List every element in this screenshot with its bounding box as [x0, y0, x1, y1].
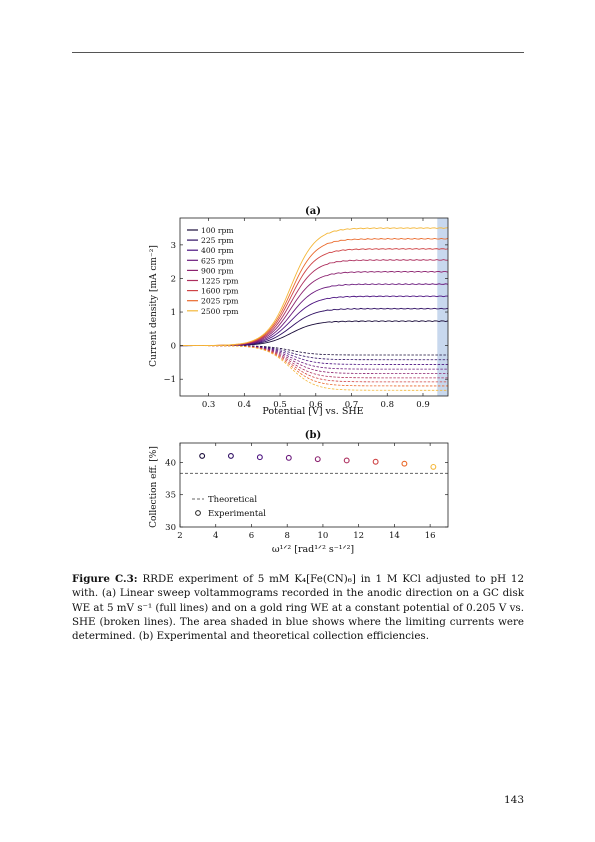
experimental-point — [227, 452, 234, 459]
panel-a-xtick-label: 0.9 — [416, 400, 430, 410]
panel-a-ytick-label: 2 — [171, 274, 176, 284]
experimental-point — [285, 454, 292, 461]
legend-theoretical-label: Theoretical — [208, 495, 257, 505]
ring-curve-100-rpm — [180, 345, 448, 356]
legend-label: 625 rpm — [201, 256, 234, 265]
panel-b-ylabel: Collection eff. [%] — [149, 446, 159, 528]
panel-b-ytick-label: 40 — [165, 458, 176, 468]
experimental-point — [430, 463, 437, 470]
panel-b-xtick-label: 10 — [318, 531, 329, 541]
figure-caption: Figure C.3: RRDE experiment of 5 mM K₄[F… — [72, 572, 524, 643]
panel-b-xtick-label: 14 — [389, 531, 400, 541]
legend-label: 1225 rpm — [201, 277, 238, 286]
legend-label: 400 rpm — [201, 246, 234, 255]
panel-a-xtick-label: 0.4 — [238, 400, 252, 410]
header-rule — [72, 52, 524, 53]
panel-b-xtick-label: 4 — [213, 531, 218, 541]
legend-label: 2500 rpm — [201, 307, 238, 316]
legend-label: 100 rpm — [201, 226, 234, 235]
panel-a-ylabel: Current density [mA cm⁻²] — [149, 245, 159, 367]
panel-a-ytick-label: −1 — [163, 375, 176, 385]
panel-a-ytick-label: 0 — [171, 342, 176, 352]
panel-b-plot: 2 4 6 8 10 12 14 16 30 35 40 Theoretical Experimen… — [165, 442, 449, 541]
ring-curve-625-rpm — [180, 345, 448, 370]
ring-curve-225-rpm — [180, 345, 448, 361]
panel-a-ytick-label: 1 — [171, 308, 176, 318]
legend-experimental-label: Experimental — [208, 509, 266, 519]
caption-label: Figure C.3: — [72, 573, 138, 585]
panel-b-legend: Theoretical Experimental — [192, 495, 266, 519]
panel-b-xtick-label: 6 — [249, 531, 254, 541]
panel-a-xtick-label: 0.3 — [202, 400, 216, 410]
panel-a-xtick-label: 0.6 — [309, 400, 323, 410]
figure-c3: (a) 0.3 0.4 0.5 0.6 0.7 0.8 0.9 −1 0 1 2 3 100 rpm 2… — [140, 200, 460, 560]
experimental-point — [314, 456, 321, 463]
limiting-current-shade — [437, 218, 448, 396]
panel-b-xlabel: ω¹ᐟ² [rad¹ᐟ² s⁻¹ᐟ²] — [272, 544, 354, 555]
panel-b-points — [199, 452, 437, 470]
panel-a-curves — [179, 227, 449, 391]
disk-curve-2500-rpm — [180, 227, 449, 347]
experimental-point — [372, 458, 379, 465]
caption-text: RRDE experiment of 5 mM K₄[Fe(CN)₆] in 1… — [72, 573, 524, 643]
disk-curve-100-rpm — [180, 320, 449, 347]
panel-a-xtick-label: 0.7 — [345, 400, 359, 410]
panel-a-xtick-label: 0.5 — [273, 400, 287, 410]
experimental-point — [256, 454, 263, 461]
panel-a-frame — [179, 217, 449, 397]
panel-a-label: (a) — [305, 206, 321, 217]
panel-b-xtick-label: 16 — [425, 531, 436, 541]
panel-b-xtick-label: 12 — [353, 531, 364, 541]
panel-a-ticks: 0.3 0.4 0.5 0.6 0.7 0.8 0.9 −1 0 1 2 3 — [163, 218, 448, 410]
page-number: 143 — [503, 794, 524, 806]
panel-b-xtick-label: 8 — [284, 531, 289, 541]
panel-a-xtick-label: 0.8 — [380, 400, 394, 410]
experimental-point — [343, 457, 350, 464]
legend-label: 1600 rpm — [201, 287, 238, 296]
panel-b-frame — [179, 442, 449, 528]
panel-b-ytick-label: 30 — [165, 523, 176, 533]
panel-a-ytick-label: 3 — [171, 241, 176, 251]
experimental-point — [401, 460, 408, 467]
ring-curve-2500-rpm — [180, 345, 448, 391]
ring-curve-1600-rpm — [180, 345, 448, 383]
panel-a-xlabel: Potential [V] vs. SHE — [262, 406, 363, 417]
panel-b-ytick-label: 35 — [165, 491, 176, 501]
legend-label: 900 rpm — [201, 266, 234, 275]
legend-experimental-swatch — [195, 510, 201, 516]
legend-label: 2025 rpm — [201, 297, 238, 306]
panel-b-label: (b) — [305, 430, 321, 441]
experimental-point — [199, 452, 206, 459]
panel-b-xtick-label: 2 — [177, 531, 182, 541]
legend-label: 225 rpm — [201, 236, 234, 245]
panel-b-ticks: 2 4 6 8 10 12 14 16 30 35 40 — [165, 443, 448, 541]
